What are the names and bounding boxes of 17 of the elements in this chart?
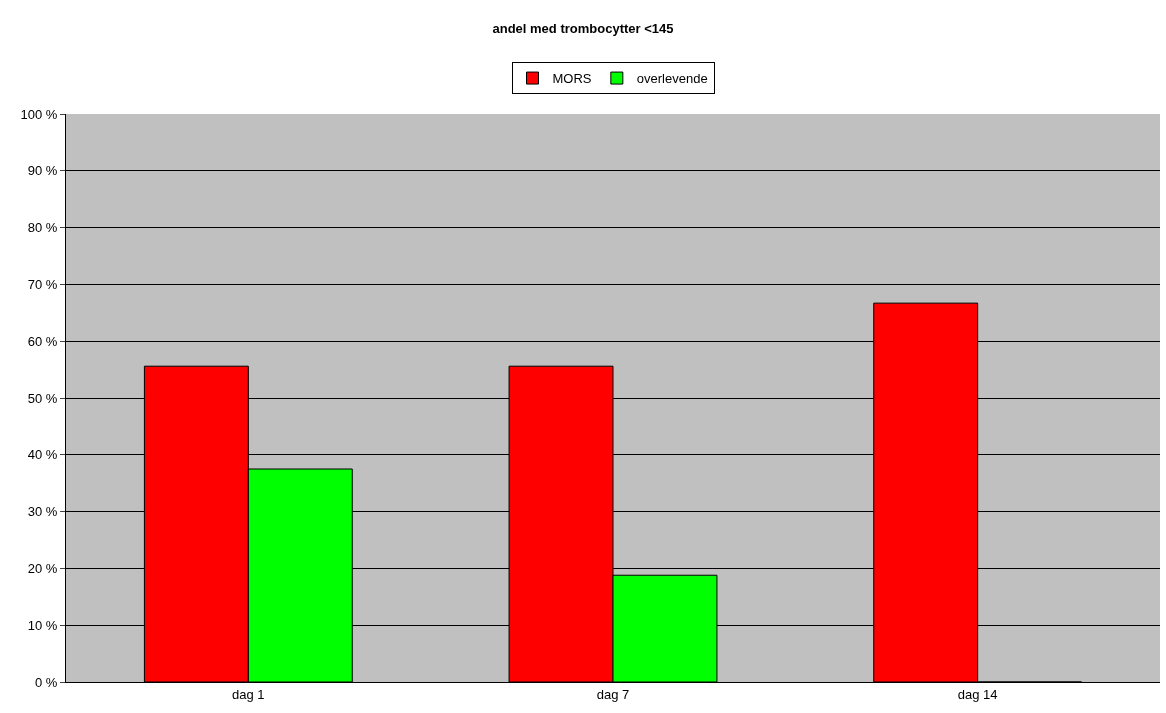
chart-title: andel med trombocytter <145	[492, 21, 674, 37]
y-tick-label: 20 %	[27, 560, 58, 576]
y-tick-label: 70 %	[27, 276, 58, 292]
y-tick-label: 100 %	[20, 106, 58, 122]
y-tick-label: 60 %	[27, 333, 58, 349]
x-tick-label: dag 14	[957, 686, 998, 702]
legend-label: overlevende	[636, 71, 708, 87]
legend-label: MORS	[552, 71, 592, 87]
y-tick-label: 50 %	[27, 390, 58, 406]
y-tick-label: 40 %	[27, 447, 58, 463]
x-tick-label: dag 7	[596, 686, 630, 702]
y-tick-label: 10 %	[27, 617, 58, 633]
y-tick-label: 30 %	[27, 504, 58, 520]
x-tick-label: dag 1	[232, 686, 265, 702]
y-tick-label: 80 %	[27, 220, 58, 236]
y-tick-label: 90 %	[27, 163, 58, 179]
y-tick-label: 0 %	[34, 674, 58, 690]
